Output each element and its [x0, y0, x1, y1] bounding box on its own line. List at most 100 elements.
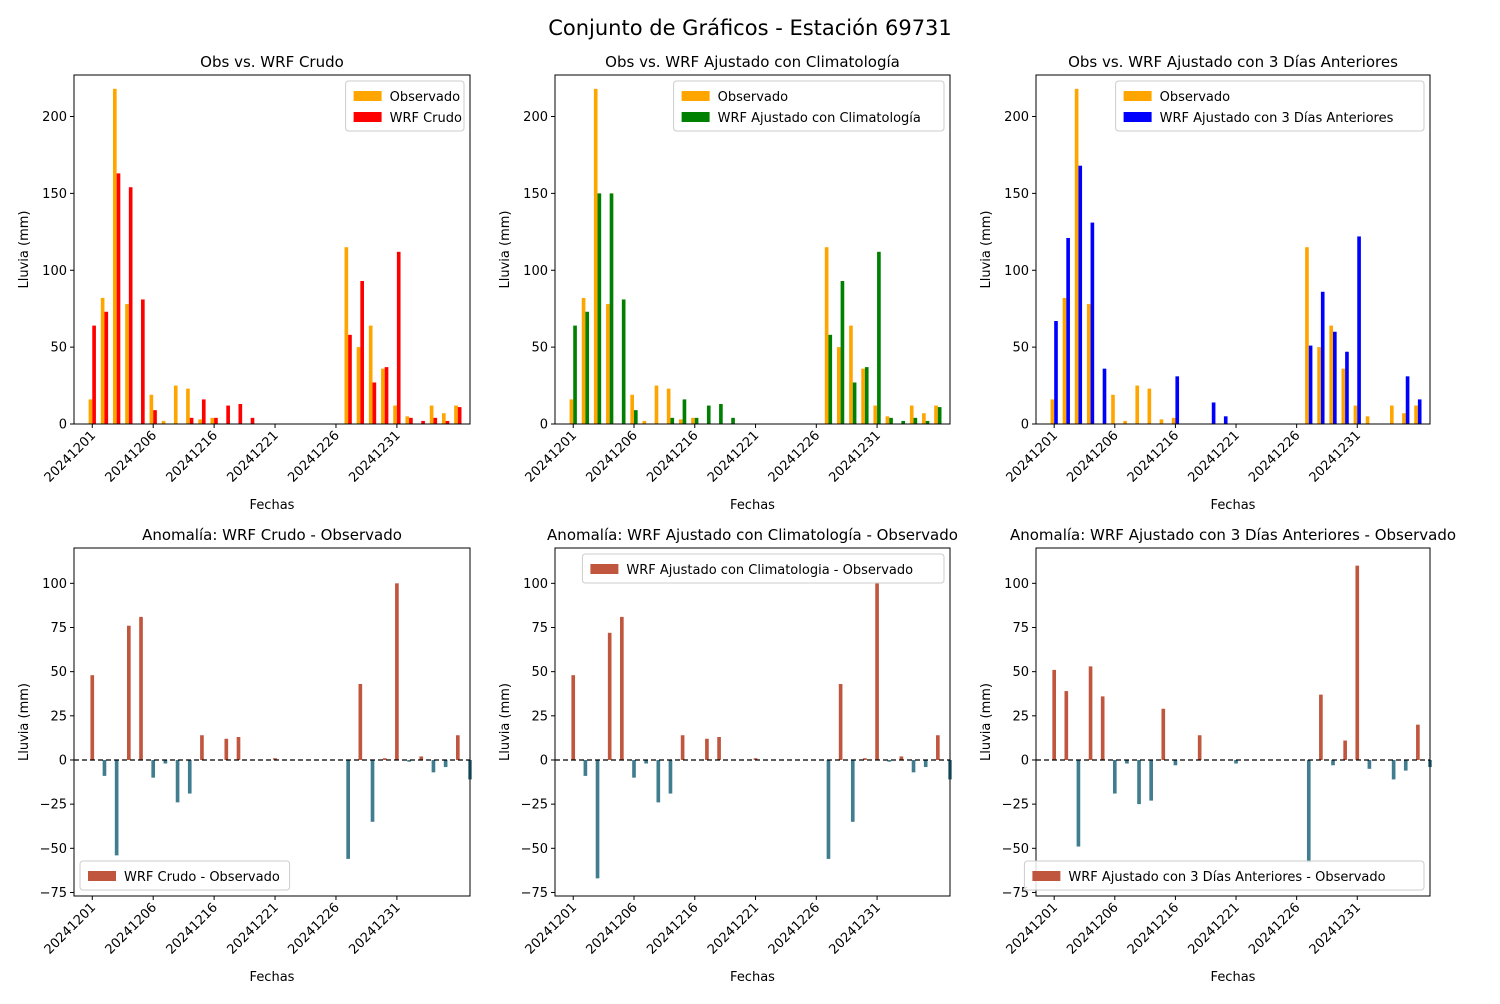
bar [731, 417, 735, 424]
legend-label: WRF Ajustado con 3 Días Anteriores [1160, 111, 1394, 126]
y-tick-label: 100 [523, 577, 548, 592]
bar [849, 325, 853, 424]
y-tick-label: 0 [1021, 418, 1029, 433]
bar [372, 382, 377, 424]
bar [421, 420, 425, 424]
bar [1090, 222, 1095, 424]
legend: Observado WRF Ajustado con 3 Días Anterio… [1115, 80, 1425, 132]
bar [1333, 331, 1337, 424]
bar [1171, 417, 1176, 424]
bar [719, 404, 723, 424]
legend-swatch [1123, 91, 1152, 101]
y-tick-label: −50 [521, 842, 548, 857]
bar [1329, 325, 1334, 424]
bar [429, 405, 434, 424]
bar [828, 334, 833, 424]
bar [1052, 669, 1057, 760]
legend-label: WRF Ajustado con Climatologia - Observad… [626, 563, 913, 578]
y-tick-label: 100 [1004, 264, 1029, 279]
bar [1417, 399, 1422, 424]
bar [455, 735, 460, 760]
bar [201, 399, 206, 424]
x-tick-label: 20241206 [1064, 428, 1121, 485]
x-axis-label: Fechas [250, 970, 295, 985]
bar [1062, 297, 1067, 424]
bar [368, 325, 373, 424]
legend-box [581, 553, 945, 584]
bar [344, 247, 349, 424]
bar [1088, 666, 1093, 760]
legend-box [1115, 80, 1425, 132]
y-tick-label: 50 [531, 341, 548, 356]
legend: Observado WRF Crudo [345, 80, 465, 132]
bar [573, 325, 577, 424]
x-tick-label: 20241216 [1125, 900, 1182, 957]
legend: WRF Crudo - Observado [79, 860, 291, 891]
bar [224, 738, 229, 760]
y-tick-label: 150 [523, 187, 548, 202]
y-axis-label: Lluvia (mm) [17, 683, 32, 761]
x-tick-label: 20241226 [1246, 428, 1303, 485]
bar [694, 417, 699, 424]
bar [161, 420, 166, 424]
bar [1175, 376, 1180, 424]
plot-frame [1035, 74, 1431, 425]
bar [1147, 388, 1152, 424]
bar [1405, 376, 1410, 424]
bar [384, 367, 389, 424]
bar [346, 759, 350, 859]
bar [407, 759, 411, 762]
bar [875, 583, 879, 760]
y-tick-label: 25 [531, 709, 548, 724]
bar [114, 759, 119, 856]
bar [691, 417, 695, 424]
y-tick-label: 200 [1004, 110, 1029, 125]
legend-swatch [1032, 871, 1061, 881]
bar [175, 759, 180, 803]
bar [273, 758, 277, 760]
chart-title: Obs vs. WRF Crudo [200, 53, 344, 71]
y-tick-label: 50 [50, 665, 67, 680]
chart-title: Anomalía: WRF Crudo - Observado [142, 526, 402, 544]
bar [1050, 399, 1055, 424]
bar [1391, 759, 1396, 780]
bar [861, 368, 865, 424]
bar [840, 281, 845, 424]
bar [141, 299, 145, 424]
bar [88, 399, 93, 424]
bar [1074, 88, 1079, 424]
y-tick-label: 0 [540, 753, 548, 768]
y-tick-label: 100 [523, 264, 548, 279]
bar [670, 417, 675, 424]
bar [445, 420, 450, 424]
y-tick-label: 100 [42, 577, 67, 592]
legend-label: Observado [718, 90, 789, 105]
bar [666, 388, 671, 424]
y-tick-label: 50 [1012, 665, 1029, 680]
bar [395, 583, 399, 760]
x-tick-label: 20241231 [827, 428, 884, 485]
bar [1135, 385, 1140, 424]
x-tick-label: 20241231 [827, 900, 884, 957]
bar [1320, 291, 1325, 424]
y-axis-label: Lluvia (mm) [498, 683, 513, 761]
y-tick-label: 75 [1012, 621, 1029, 636]
x-tick-label: 20241231 [1307, 428, 1364, 485]
bar [1159, 419, 1164, 424]
bar [125, 304, 129, 424]
bar [925, 420, 930, 424]
legend-swatch [353, 112, 382, 122]
bar [887, 759, 892, 762]
bar [607, 632, 612, 760]
bar [593, 88, 598, 424]
bar [864, 367, 869, 424]
bar [581, 297, 586, 424]
bar [668, 759, 673, 794]
legend: WRF Ajustado con 3 Días Anteriores - Obs… [1023, 860, 1425, 891]
bar [873, 405, 878, 424]
x-axis-label: Fechas [730, 970, 775, 985]
bar [457, 407, 462, 424]
bar [1111, 394, 1115, 424]
bar [889, 417, 893, 424]
